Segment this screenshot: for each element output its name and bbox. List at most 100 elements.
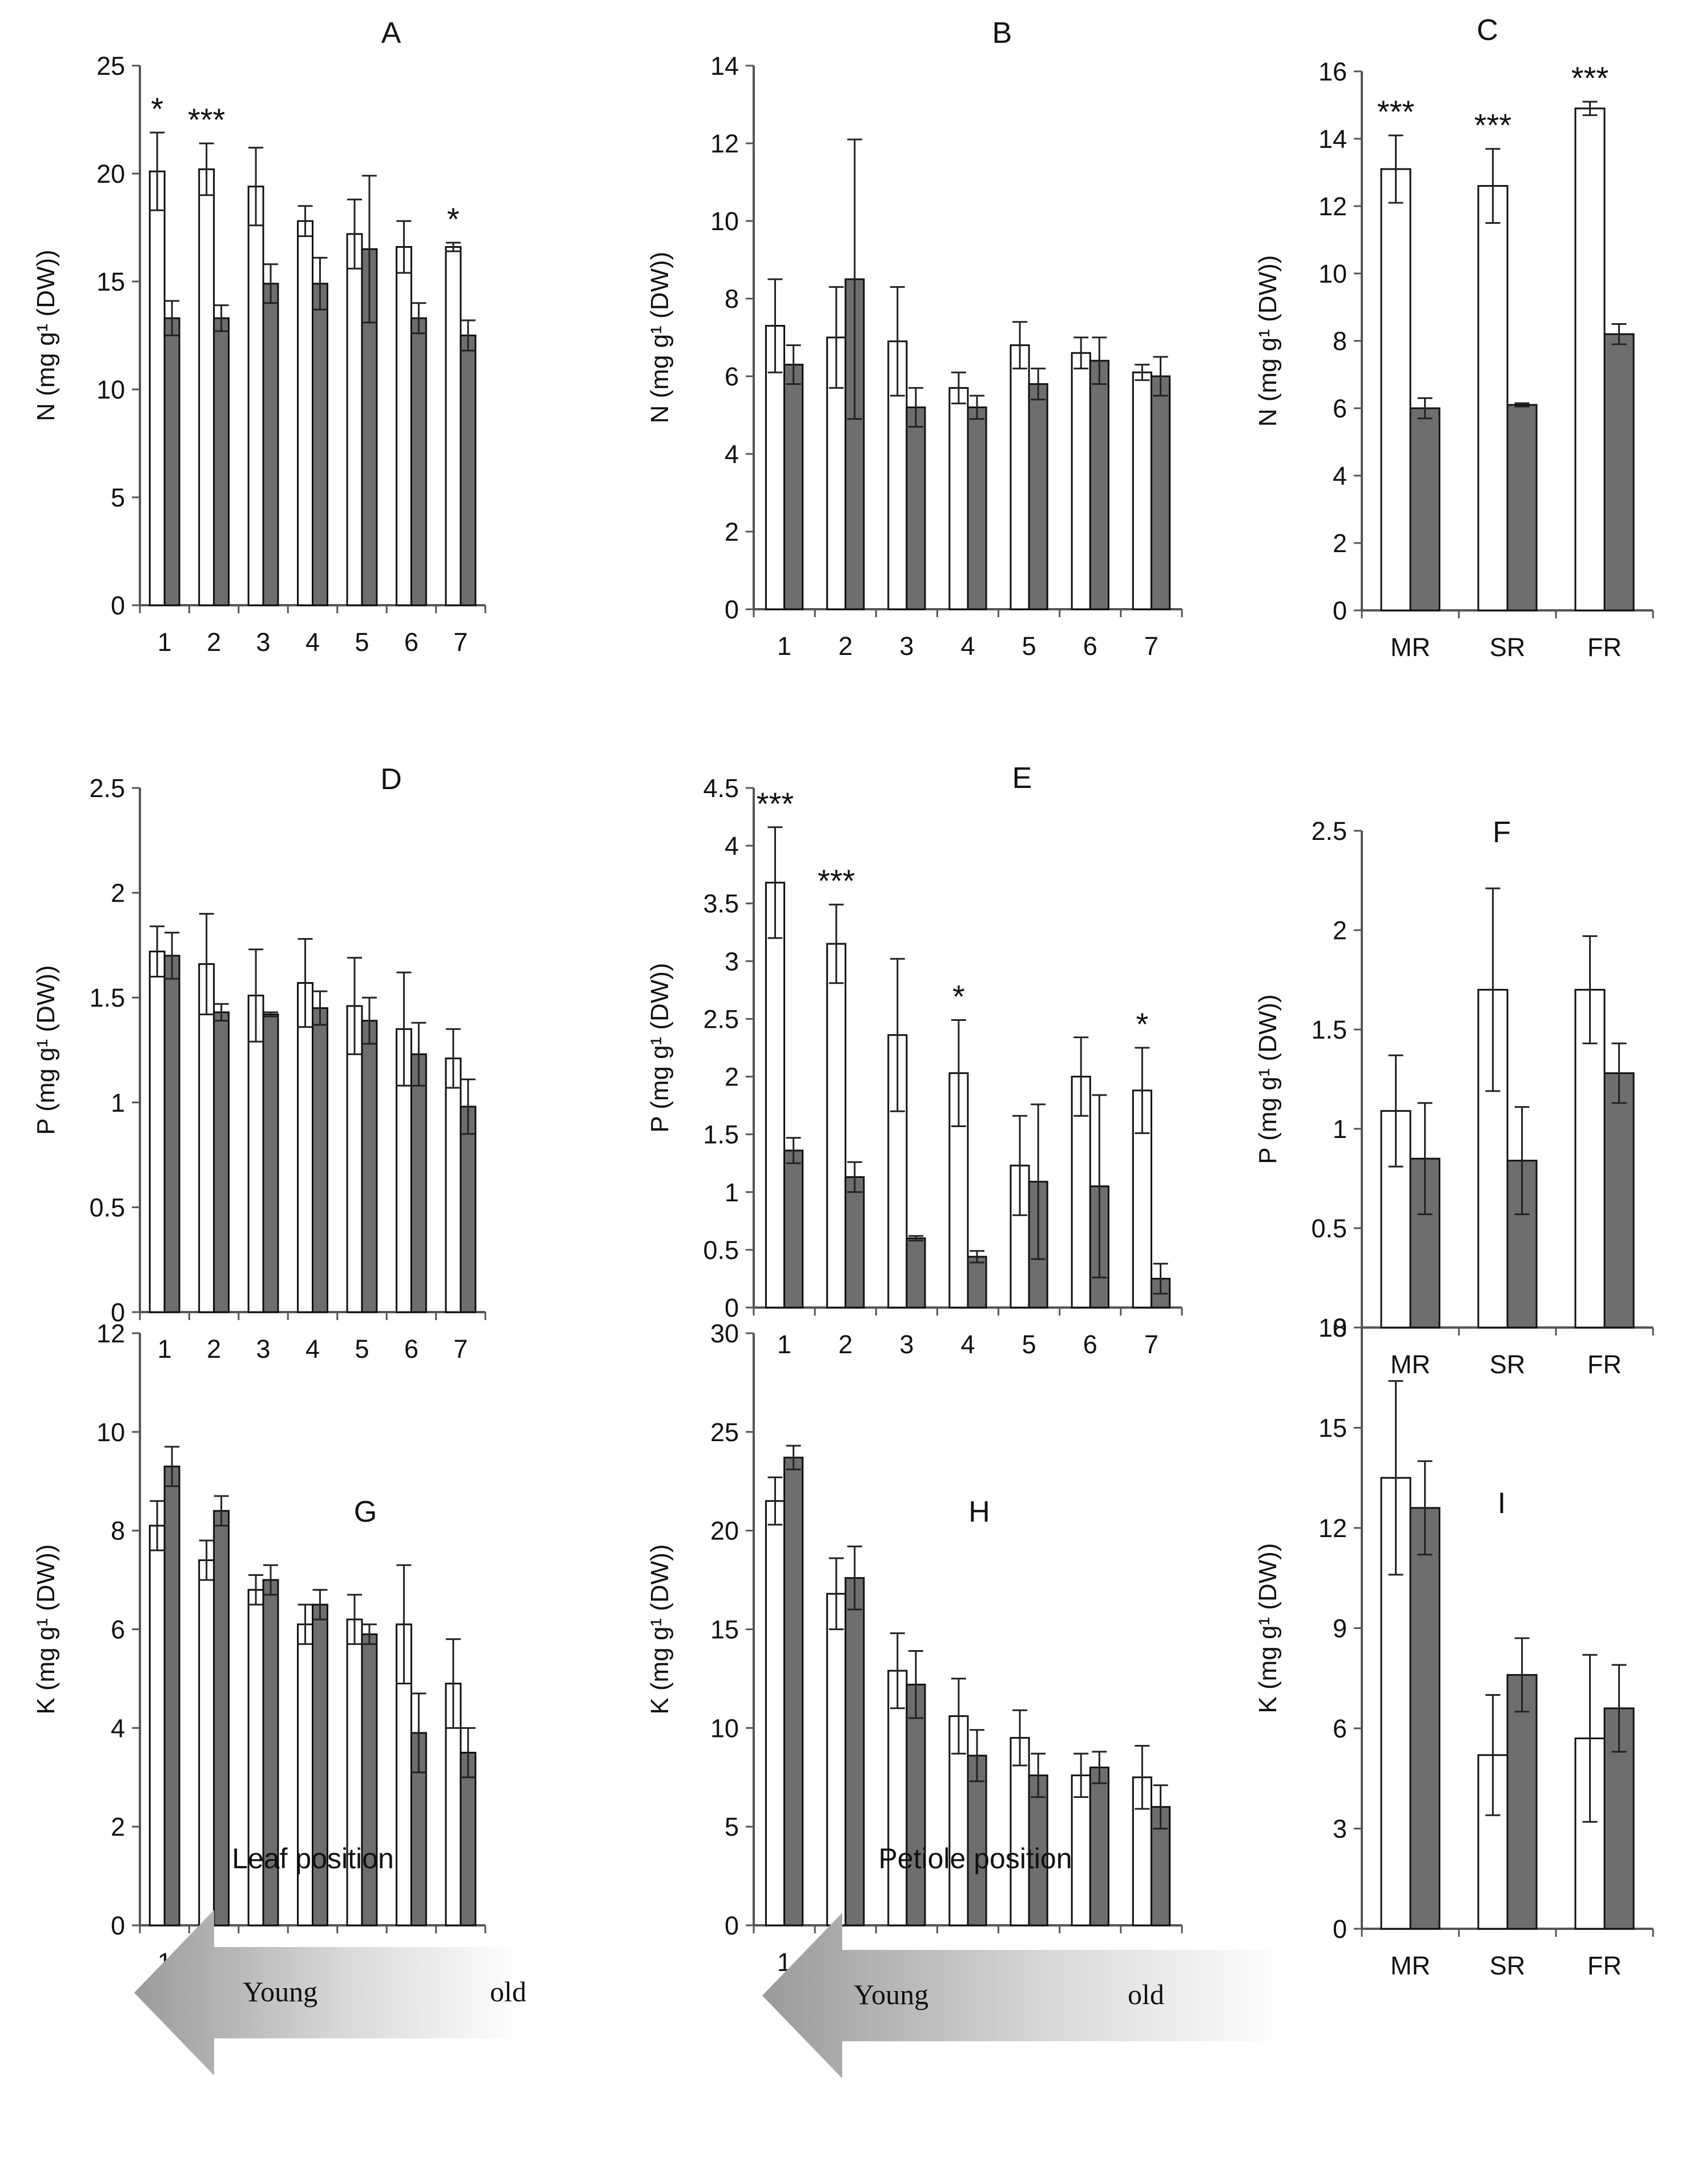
y-tick-label: 4 — [1333, 461, 1347, 490]
significance-marker: *** — [1571, 60, 1608, 96]
y-tick-label: 0.5 — [1311, 1214, 1347, 1243]
bar-control-5 — [346, 1005, 363, 1313]
bar-treatment-2 — [845, 1577, 865, 1926]
x-tick-label-sr: SR — [1490, 1951, 1526, 1980]
y-tick-label: 1 — [725, 1178, 739, 1207]
bar-treatment-7 — [460, 1105, 477, 1313]
y-tick-label: 1.5 — [1311, 1015, 1347, 1044]
bar-treatment-2 — [213, 317, 230, 606]
y-axis-title: K (mg g¹ (DW)) — [1254, 1543, 1282, 1713]
y-tick-label: 8 — [725, 284, 739, 313]
x-tick-label-fr: FR — [1587, 633, 1622, 662]
y-tick-label: 1.5 — [703, 1120, 739, 1149]
bar-treatment-4 — [312, 283, 328, 606]
bar-control-6 — [1071, 1774, 1091, 1926]
age-arrow-leaf: Young old — [134, 1910, 526, 2076]
bar-treatment-6 — [410, 317, 427, 606]
y-tick-label: 8 — [1333, 327, 1347, 356]
y-tick-label: 10 — [710, 1714, 739, 1743]
bar-treatment-1 — [783, 1149, 804, 1309]
bar-control-1 — [148, 1525, 166, 1926]
bar-control-1 — [765, 1500, 786, 1926]
bar-treatment-4 — [967, 406, 987, 610]
bar-treatment-6 — [410, 1053, 427, 1313]
y-tick-label: 6 — [111, 1615, 125, 1644]
x-tick-label-3: 3 — [899, 1330, 914, 1359]
x-tick-label-4: 4 — [305, 628, 320, 657]
y-tick-label: 12 — [710, 129, 739, 158]
y-tick-label: 15 — [1318, 1414, 1347, 1443]
x-tick-label-fr: FR — [1587, 1951, 1622, 1980]
significance-marker: * — [1136, 1006, 1148, 1042]
y-tick-label: 10 — [96, 1418, 125, 1447]
y-tick-label: 0.5 — [703, 1236, 739, 1265]
bar-treatment-fr — [1603, 1072, 1635, 1329]
age-arrow-petiole: Young old — [762, 1913, 1288, 2078]
bar-control-1 — [765, 882, 786, 1309]
y-tick-label: 4 — [111, 1714, 125, 1743]
bar-treatment-5 — [361, 1633, 378, 1926]
y-tick-label: 0 — [1333, 1914, 1347, 1944]
y-tick-label: 1.5 — [89, 983, 125, 1012]
x-tick-label-5: 5 — [355, 1334, 369, 1364]
x-tick-label-mr: MR — [1390, 1951, 1430, 1980]
bar-treatment-3 — [906, 1237, 926, 1309]
significance-marker: *** — [188, 102, 225, 138]
y-tick-label: 0.5 — [89, 1193, 125, 1222]
panel-label-e: E — [1012, 762, 1032, 795]
bar-control-6 — [395, 246, 412, 606]
y-tick-label: 3 — [1333, 1815, 1347, 1844]
bar-control-4 — [948, 387, 969, 610]
bar-treatment-4 — [312, 1007, 328, 1313]
bar-control-3 — [247, 186, 264, 606]
x-tick-label-1: 1 — [158, 628, 172, 657]
x-tick-label-5: 5 — [1022, 1330, 1036, 1359]
chart-panel-e: 0 0.5 1 1.5 2 2.5 3 3.5 4 4.5 1 *** 2 *** 3 4 * 5 6 7 * E P (m… — [646, 762, 1183, 1359]
y-tick-label: 15 — [96, 267, 125, 296]
bar-control-mr — [1380, 168, 1411, 612]
y-tick-label: 5 — [111, 483, 125, 512]
bar-control-1 — [148, 170, 166, 606]
bar-treatment-7 — [460, 1752, 477, 1926]
significance-marker: *** — [818, 863, 855, 899]
x-axis-title-leaf: Leaf position — [232, 1843, 394, 1875]
y-axis-title: K (mg g¹ (DW)) — [646, 1544, 674, 1714]
y-tick-label: 2.5 — [703, 1004, 739, 1033]
chart-panel-f: 0 0.5 1 1.5 2 2.5 MR SR FR F P (mg g¹ (DW)) — [1254, 816, 1654, 1379]
bar-treatment-1 — [163, 955, 180, 1313]
bar-treatment-5 — [1028, 383, 1048, 610]
x-tick-label-3: 3 — [899, 632, 914, 661]
x-tick-label-1: 1 — [777, 632, 791, 661]
x-tick-label-4: 4 — [960, 1330, 975, 1359]
y-tick-label: 2 — [1333, 529, 1347, 558]
y-tick-label: 20 — [710, 1517, 739, 1546]
y-tick-label: 30 — [710, 1319, 739, 1348]
y-tick-label: 2 — [725, 1063, 739, 1092]
y-tick-label: 1 — [111, 1088, 125, 1117]
significance-marker: * — [151, 91, 163, 127]
bar-treatment-7 — [460, 335, 477, 606]
panel-label-c: C — [1477, 14, 1498, 47]
bar-treatment-1 — [163, 1465, 180, 1926]
x-tick-label-3: 3 — [256, 628, 271, 657]
y-tick-label: 3 — [725, 947, 739, 976]
y-tick-label: 25 — [710, 1418, 739, 1447]
bar-control-5 — [1010, 1737, 1030, 1926]
y-axis-title: K (mg g¹ (DW)) — [32, 1544, 60, 1714]
bar-control-sr — [1477, 185, 1509, 612]
y-tick-label: 0 — [111, 1911, 125, 1940]
x-tick-label-3: 3 — [256, 1334, 271, 1364]
x-tick-label-7: 7 — [1144, 632, 1159, 661]
panel-label-b: B — [992, 17, 1012, 50]
y-tick-label: 0 — [725, 595, 739, 624]
y-tick-label: 6 — [725, 362, 739, 391]
x-tick-label-sr: SR — [1490, 1350, 1526, 1379]
x-tick-label-sr: SR — [1490, 633, 1526, 662]
y-tick-label: 8 — [111, 1517, 125, 1546]
bar-treatment-mr — [1409, 1507, 1441, 1930]
bar-treatment-sr — [1506, 1674, 1538, 1930]
y-axis-title: P (mg g¹ (DW)) — [646, 963, 674, 1132]
x-tick-label-6: 6 — [1083, 1330, 1097, 1359]
arrow-label-old: old — [1128, 1978, 1164, 2010]
